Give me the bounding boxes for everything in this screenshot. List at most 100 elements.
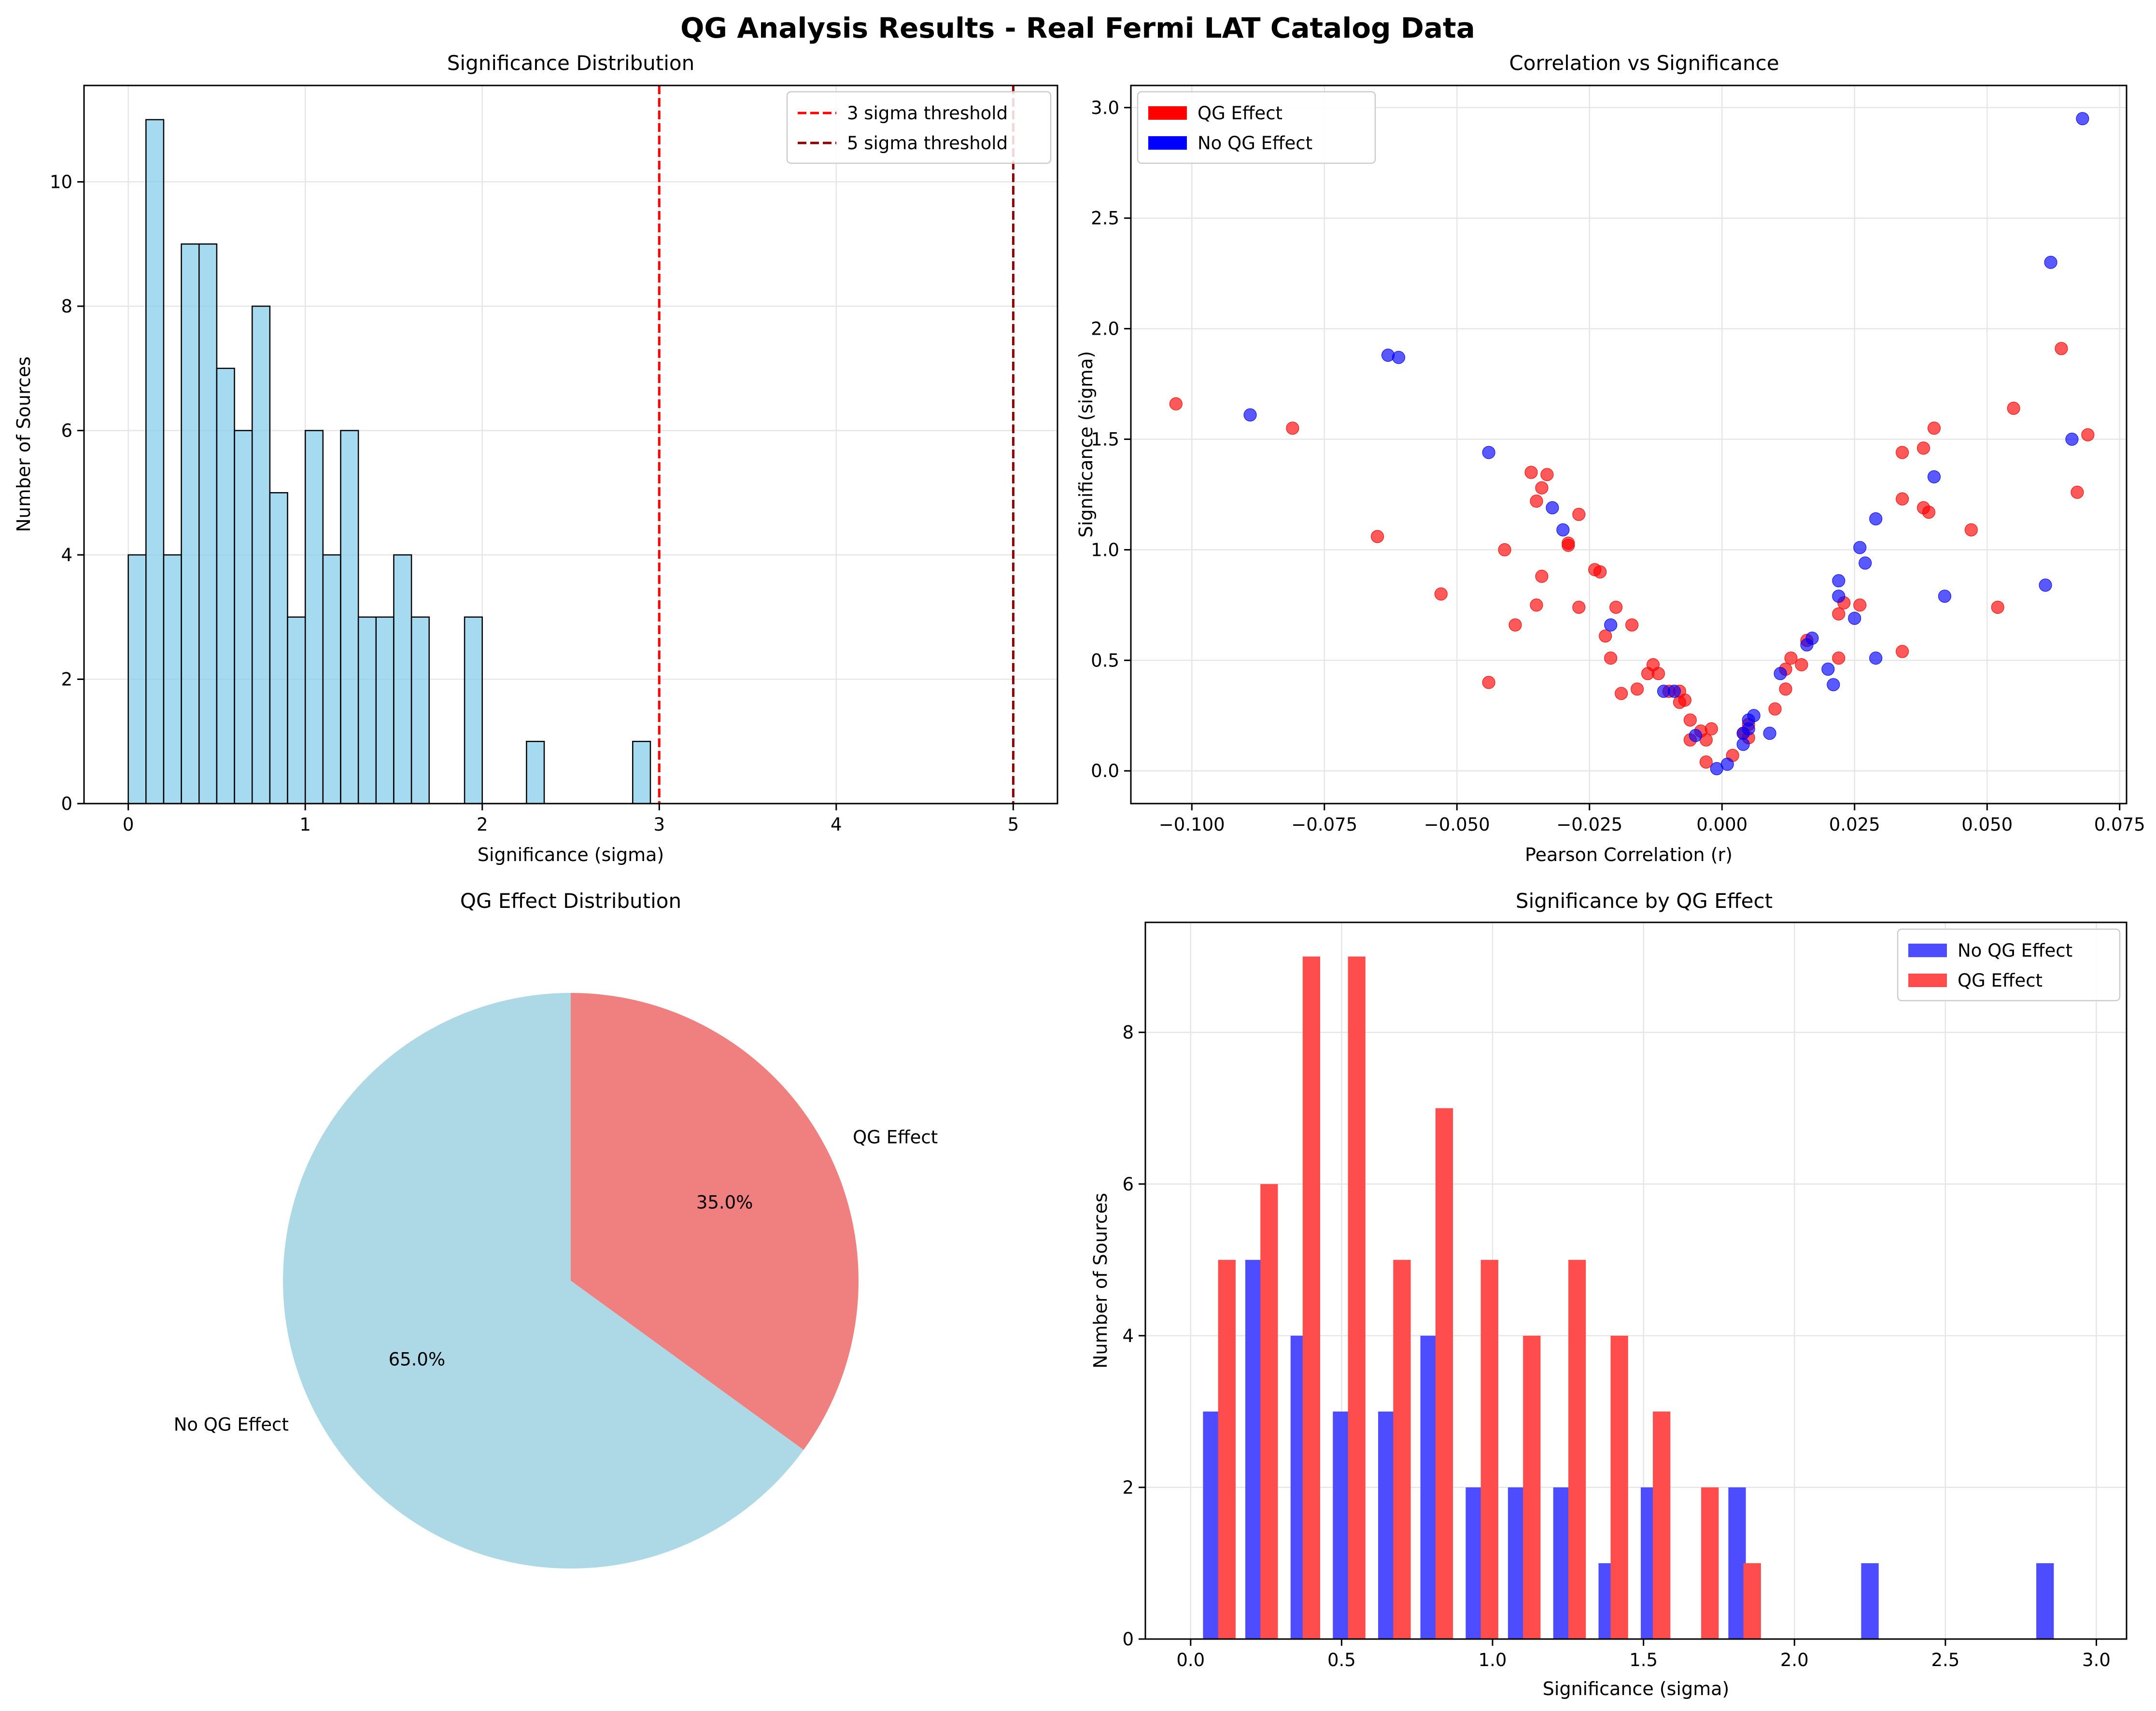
grouped-legend-box [1897,928,2121,1002]
scatter-point [1848,611,1861,625]
hist-bar [632,741,651,805]
scatter-point [2076,112,2089,126]
scatter-grid [1131,85,2127,804]
pie-slice-label: No QG Effect [174,1414,289,1435]
scatter-xlabel: Pearson Correlation (r) [1525,844,1733,865]
scatter-ytick-label: 1.5 [1091,429,1119,450]
grouped-bar [1861,1563,1879,1639]
grouped-xtick-label: 0.5 [1327,1650,1356,1670]
scatter-point [1779,682,1792,696]
grouped-ytick-label: 6 [1122,1174,1134,1195]
hist-ytick-label: 0 [61,793,72,814]
pie-pct-label: 65.0% [389,1349,446,1370]
scatter-point [1896,645,1909,658]
scatter-point [1604,618,1618,632]
scatter-xtick-label: 0.075 [2094,814,2145,835]
scatter-point [1747,709,1761,722]
scatter-point [1615,687,1628,700]
grouped-bar [1508,1487,1526,1639]
hist-legend: 3 sigma threshold 5 sigma threshold [786,91,1052,164]
scatter-point [1631,682,1644,696]
scatter-xtick-label: −0.075 [1291,814,1357,835]
hist-bar [410,616,430,805]
scatter-point [1508,618,1522,632]
scatter-point [1784,651,1798,665]
scatter-point [2055,342,2068,355]
grouped-xtick-label: 3.0 [2082,1650,2111,1670]
scatter-ylabel: Significance (sigma) [1075,351,1097,537]
scatter-point [1381,349,1395,362]
grouped-bars [1203,956,2054,1639]
scatter-point [1805,632,1819,645]
hist-ticks: 0 1 2 3 4 5 0 2 4 6 8 10 [50,172,1019,835]
hist-title: Significance Distribution [447,51,695,75]
scatter-point [1562,538,1575,552]
pie-slices [283,993,859,1569]
pie-labels: QG Effect 35.0% No QG Effect 65.0% [174,1127,938,1435]
hist-ylabel: Number of Sources [13,356,34,532]
hist-bar [526,741,545,805]
scatter-point [1535,569,1549,583]
grouped-bar [1480,1259,1498,1639]
scatter-legend-label: No QG Effect [1198,133,1312,154]
hist-bar [163,554,182,805]
scatter-point [1683,713,1697,727]
scatter-legend-swatch [1148,136,1187,150]
grouped-bar [1466,1487,1483,1639]
scatter-point [1546,501,1559,514]
grouped-xtick-label: 1.5 [1629,1650,1658,1670]
grouped-ytick-label: 8 [1122,1022,1134,1043]
hist-bar [198,243,218,805]
scatter-point [1498,543,1511,556]
scatter-point [1609,600,1623,614]
scatter-point [1827,678,1840,692]
grouped-xtick-label: 2.5 [1931,1650,1959,1670]
scatter-xtick-label: −0.050 [1424,814,1490,835]
hist-bars [127,119,651,805]
scatter-point [1768,702,1782,716]
significance-histogram: Significance Distribution 0 1 2 3 4 50246810 … [13,51,1058,865]
grouped-bar [2036,1563,2054,1639]
scatter-point [1916,441,1930,455]
scatter-point [1689,729,1702,742]
hist-axes-frame [83,85,1058,805]
hist-ytick-label: 10 [50,172,72,193]
scatter-legend-label: QG Effect [1198,103,1282,124]
scatter-point [1869,651,1883,665]
pie-slice [571,993,859,1450]
hist-bar [234,430,253,805]
hist-bar [340,430,359,805]
grouped-bar [1348,956,1366,1639]
hist-legend-box [786,91,1052,164]
scatter-legend: QG Effect No QG Effect [1137,91,1376,164]
scatter-point [2044,255,2057,269]
pie-slice-label: QG Effect [853,1127,938,1147]
hist-bar [287,616,306,805]
scatter-point [1869,512,1883,525]
scatter-point [1604,651,1618,665]
pie-title: QG Effect Distribution [460,889,681,913]
significance-by-qg-effect: Significance by QG Effect 0.0 0.5 1.0 1.5 2.… [1090,889,2128,1699]
hist-threshold-lines [658,85,1015,804]
grouped-bar [1553,1487,1571,1639]
scatter-point [1593,565,1607,579]
scatter-point [1599,629,1612,643]
grouped-bar [1333,1411,1351,1639]
hist-bar [322,554,341,805]
hist-xlabel: Significance (sigma) [478,844,664,865]
scatter-axes-frame [1130,85,2128,805]
grouped-bar [1203,1411,1221,1639]
grouped-bar [1701,1487,1719,1639]
scatter-point [1922,506,1935,519]
hist-xtick-label: 4 [831,814,842,835]
grouped-bar [1218,1259,1236,1639]
figure-title: QG Analysis Results - Real Fermi LAT Cat… [680,12,1475,44]
scatter-xtick-label: 0.050 [1961,814,2013,835]
hist-bar [251,305,271,805]
scatter-ytick-label: 0.0 [1091,761,1119,781]
grouped-title: Significance by QG Effect [1516,889,1773,913]
grouped-bar [1378,1411,1396,1639]
hist-bar [464,616,483,805]
grouped-bar [1728,1487,1746,1639]
